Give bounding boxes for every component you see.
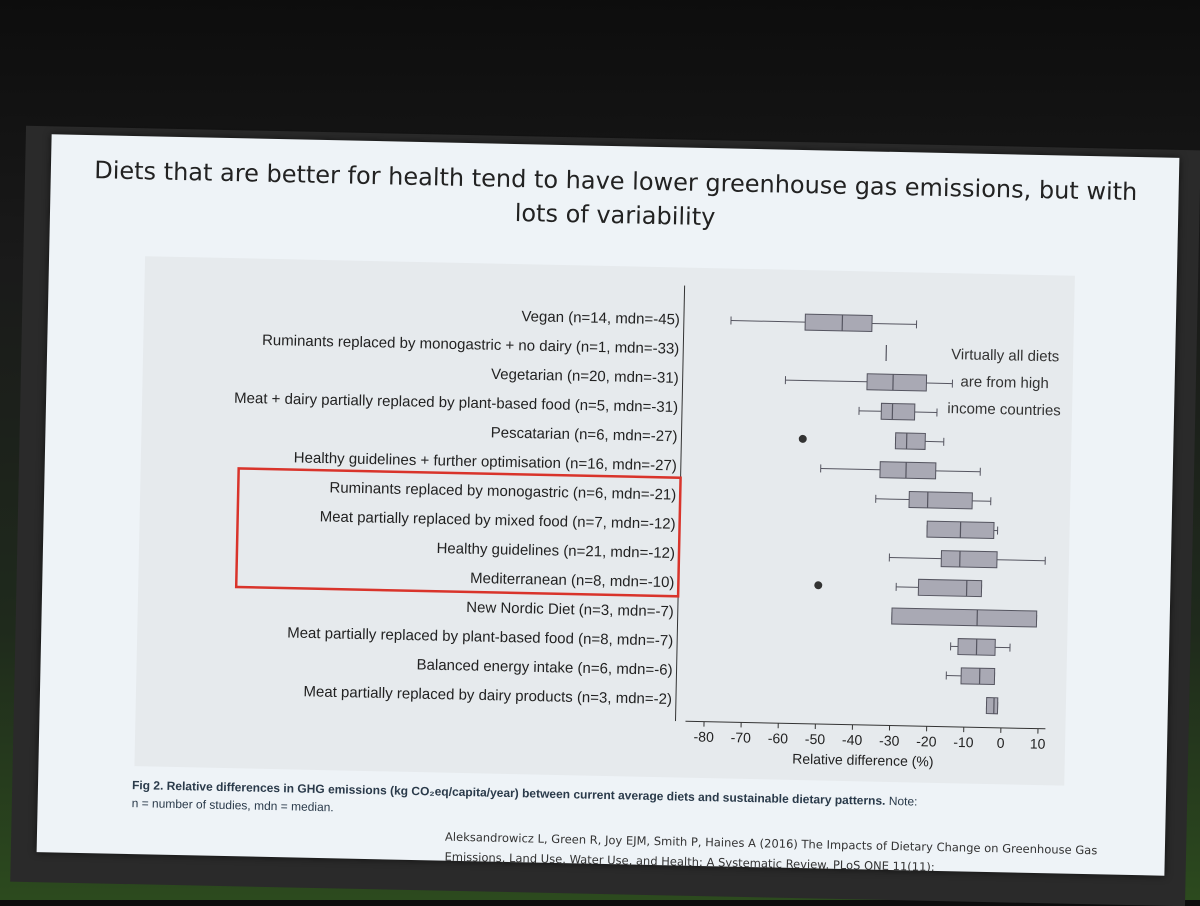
whisker-high (936, 471, 981, 472)
caption-note: Note: (889, 794, 918, 809)
box (867, 374, 927, 391)
chart-area: -80 -70 -60 -50 -40 -30 -20 -10 0 10 Relative diff… (134, 256, 1074, 785)
box (892, 608, 1037, 627)
x-tick-label: 10 (1030, 735, 1046, 751)
whisker-high (997, 560, 1045, 561)
x-tick-label: -10 (953, 734, 974, 750)
whisker-low (731, 321, 805, 323)
figure-caption: Fig 2. Relative differences in GHG emiss… (131, 776, 1132, 833)
x-tick-label: -50 (805, 731, 826, 747)
annotation-line: Virtually all diets (951, 346, 1059, 365)
row-label: Meat partially replaced by mixed food (n… (319, 508, 675, 532)
box (986, 698, 997, 714)
x-tick-label: -60 (768, 730, 789, 746)
row-label: Mediterranean (n=8, mdn=-10) (470, 570, 675, 591)
row-label: Meat partially replaced by plant-based f… (287, 625, 673, 650)
x-tick-label: -30 (879, 732, 900, 748)
caption-rest: n = number of studies, mdn = median. (132, 796, 334, 814)
whisker-low (876, 499, 909, 500)
box (881, 403, 915, 420)
row-label: Ruminants replaced by monogastric (n=6, … (329, 479, 676, 503)
row-label: New Nordic Diet (n=3, mdn=-7) (466, 599, 674, 620)
boxplot-chart: -80 -70 -60 -50 -40 -30 -20 -10 0 10 Relative diff… (134, 256, 1074, 785)
whisker-low (821, 468, 880, 469)
row-label: Meat + dairy partially replaced by plant… (234, 390, 678, 416)
whisker-high (926, 383, 952, 384)
slide-title: Diets that are better for health tend to… (80, 153, 1151, 243)
box (941, 551, 997, 568)
row-label: Meat partially replaced by dairy product… (303, 683, 672, 708)
box (918, 579, 981, 596)
outlier-point (799, 435, 807, 443)
box (880, 462, 936, 479)
row-label: Healthy guidelines (n=21, mdn=-12) (436, 540, 675, 562)
box (805, 314, 872, 331)
whisker-low (785, 380, 867, 382)
annotation-line: are from high (960, 373, 1049, 392)
x-axis-label: Relative difference (%) (792, 751, 934, 770)
row-label: Vegan (n=14, mdn=-45) (521, 308, 680, 328)
x-axis-line (685, 721, 1045, 729)
box (895, 433, 925, 450)
presentation-slide: Diets that are better for health tend to… (37, 134, 1180, 875)
annotation-line: income countries (947, 400, 1061, 419)
x-tick-label: -20 (916, 733, 937, 749)
x-tick-label: -70 (731, 729, 752, 745)
box (961, 668, 995, 685)
x-tick-label: -40 (842, 732, 863, 748)
row-label: Vegetarian (n=20, mdn=-31) (491, 366, 679, 387)
row-label: Ruminants replaced by monogastric + no d… (262, 332, 680, 358)
x-tick-label: -80 (693, 728, 714, 744)
row-label: Balanced energy intake (n=6, mdn=-6) (416, 656, 672, 678)
row-label: Pescatarian (n=6, mdn=-27) (491, 424, 678, 445)
whisker-low (889, 558, 941, 559)
box (909, 492, 972, 509)
whisker-high (872, 323, 917, 324)
outlier-point (814, 581, 822, 589)
x-tick-label: 0 (997, 735, 1005, 751)
